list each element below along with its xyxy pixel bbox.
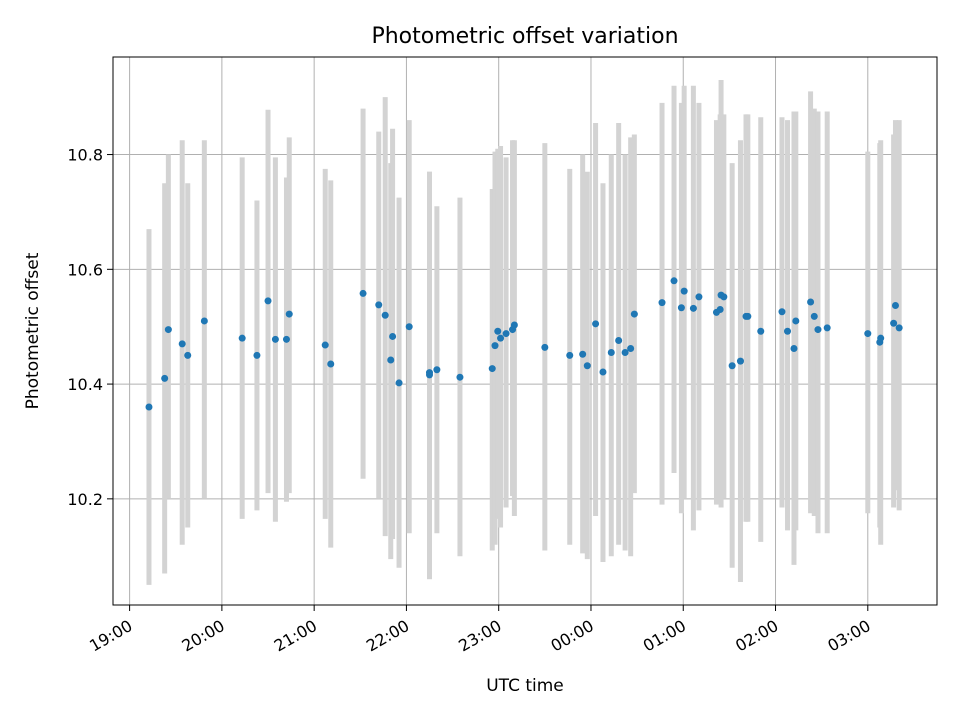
data-point — [579, 350, 587, 358]
data-point — [405, 323, 413, 331]
y-tick-label: 10.6 — [67, 260, 103, 279]
data-point — [502, 330, 510, 338]
data-point — [541, 343, 549, 351]
data-point — [592, 320, 600, 328]
data-point — [389, 332, 397, 340]
y-axis-ticks: 10.2 10.4 10.6 10.8 — [67, 146, 113, 509]
data-point — [566, 351, 574, 359]
data-point — [238, 334, 246, 342]
data-point — [658, 299, 666, 307]
grid-lines — [113, 57, 937, 605]
y-axis-label: Photometric offset — [23, 252, 43, 409]
data-point — [178, 340, 186, 348]
data-point — [145, 403, 153, 411]
data-point — [728, 362, 736, 370]
data-point — [778, 308, 786, 316]
data-point — [689, 304, 697, 312]
data-point — [680, 287, 688, 295]
data-point — [810, 312, 818, 320]
chart-title: Photometric offset variation — [371, 24, 678, 49]
data-point — [814, 326, 822, 334]
data-point — [607, 349, 615, 357]
data-point — [615, 336, 623, 344]
data-point — [264, 297, 272, 305]
data-point — [895, 324, 903, 332]
data-point — [627, 345, 635, 353]
data-point — [891, 301, 899, 309]
data-point — [621, 349, 629, 357]
data-point — [497, 334, 505, 342]
data-point — [736, 357, 744, 365]
data-point — [253, 351, 261, 359]
data-point — [494, 327, 502, 335]
data-point — [695, 293, 703, 301]
y-tick-label: 10.4 — [67, 375, 103, 394]
data-point — [792, 317, 800, 325]
data-point — [599, 368, 607, 376]
data-point — [790, 345, 798, 353]
data-point — [630, 310, 638, 318]
data-point — [387, 356, 395, 364]
data-point — [359, 289, 367, 297]
data-point — [677, 304, 685, 312]
data-point — [716, 305, 724, 313]
data-point — [200, 317, 208, 325]
data-point — [510, 321, 518, 329]
data-point — [395, 379, 403, 387]
data-point — [456, 373, 464, 381]
data-point — [271, 335, 279, 343]
data-point — [425, 371, 433, 379]
data-point — [375, 301, 383, 309]
data-point — [807, 298, 815, 306]
data-point — [583, 362, 591, 370]
data-point — [282, 335, 290, 343]
data-point — [491, 342, 499, 350]
data-point — [164, 326, 172, 334]
data-point — [784, 327, 792, 335]
data-point — [720, 293, 728, 301]
data-point — [744, 312, 752, 320]
data-point — [877, 334, 885, 342]
data-point — [161, 374, 169, 382]
data-point — [823, 324, 831, 332]
data-point — [670, 277, 678, 285]
data-point — [488, 365, 496, 373]
data-point — [890, 319, 898, 327]
data-point — [184, 351, 192, 359]
data-point — [285, 310, 293, 318]
plot-frame — [112, 56, 938, 606]
x-axis-label: UTC time — [486, 676, 564, 696]
y-tick-label: 10.8 — [67, 146, 103, 165]
y-tick-label: 10.2 — [67, 490, 103, 509]
data-point — [757, 327, 765, 335]
data-points — [145, 277, 903, 411]
data-point — [381, 311, 389, 319]
data-point — [321, 341, 329, 349]
data-point — [327, 360, 335, 368]
data-point — [433, 366, 441, 374]
data-point — [864, 330, 872, 338]
